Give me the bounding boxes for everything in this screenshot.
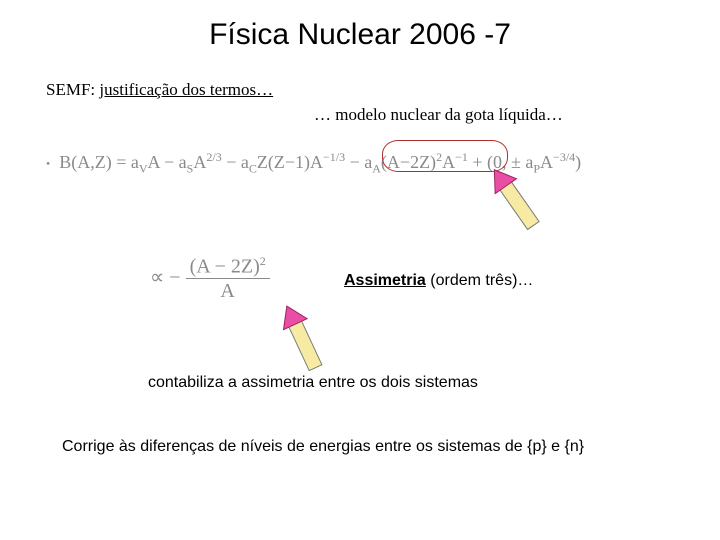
semf-underline: justificação dos termos… [99,80,273,99]
semf-prefix: SEMF: [46,80,99,99]
asymmetry-label: Assimetria (ordem três)… [344,272,533,290]
modelo-line: … modelo nuclear da gota líquida… [314,105,563,125]
page-title: Física Nuclear 2006 -7 [0,18,720,52]
asymmetry-proportion: ∝ − (A − 2Z)2 A [150,255,270,303]
corrige-line: Corrige às diferenças de níveis de energ… [62,438,584,456]
semf-line: SEMF: justificação dos termos… [46,80,273,100]
contabiliza-line: contabiliza a assimetria entre os dois s… [148,374,478,392]
bullet-icon: • [46,156,50,170]
pointer-arrow-icon [484,160,554,250]
